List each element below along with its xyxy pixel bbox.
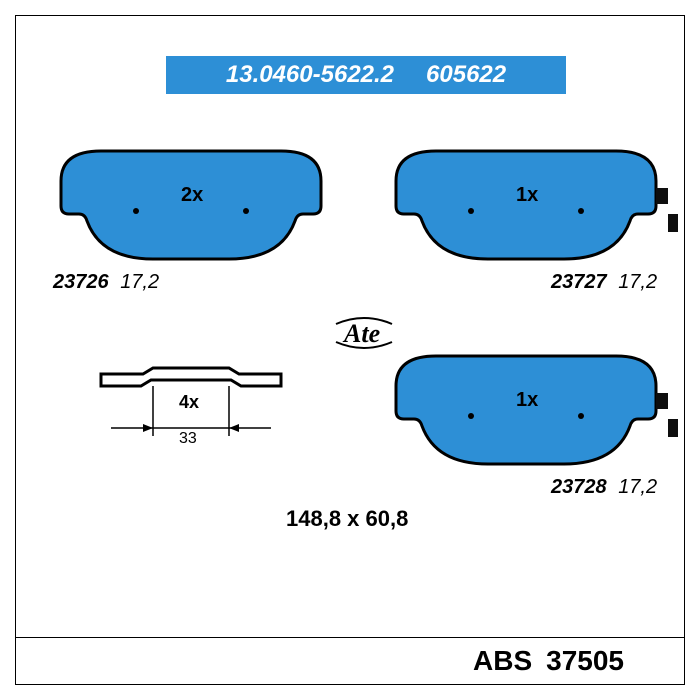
part-number-2: 605622 bbox=[426, 61, 506, 89]
brake-pad-top-left: 2x bbox=[51, 146, 331, 262]
clip-width: 33 bbox=[179, 430, 197, 448]
footer-brand: ABS bbox=[473, 645, 532, 677]
qty-label: 1x bbox=[516, 184, 538, 207]
qty-label: 2x bbox=[181, 184, 203, 207]
retaining-clip: 4x 33 bbox=[91, 356, 251, 456]
pad-ref-top-left: 23726 17,2 bbox=[53, 271, 159, 294]
qty-label: 1x bbox=[516, 389, 538, 412]
header-bar: 13.0460-5622.2 605622 bbox=[166, 56, 566, 94]
footer-code: 37505 bbox=[546, 645, 624, 677]
pad-dimensions: 148,8 x 60,8 bbox=[286, 506, 408, 532]
footer-bar: ABS 37505 bbox=[16, 637, 684, 684]
clip-shape bbox=[91, 356, 291, 476]
diagram-frame: 13.0460-5622.2 605622 2x 23726 17,2 1x 2… bbox=[15, 15, 685, 685]
pad-ref-top-right: 23727 17,2 bbox=[551, 271, 657, 294]
brake-pad-bottom-right: 1x bbox=[386, 351, 666, 467]
brand-logo: Ate bbox=[334, 316, 394, 357]
brake-pad-top-right: 1x bbox=[386, 146, 666, 262]
part-number-1: 13.0460-5622.2 bbox=[226, 61, 394, 89]
pad-ref-bottom-right: 23728 17,2 bbox=[551, 476, 657, 499]
clip-qty: 4x bbox=[179, 392, 199, 413]
